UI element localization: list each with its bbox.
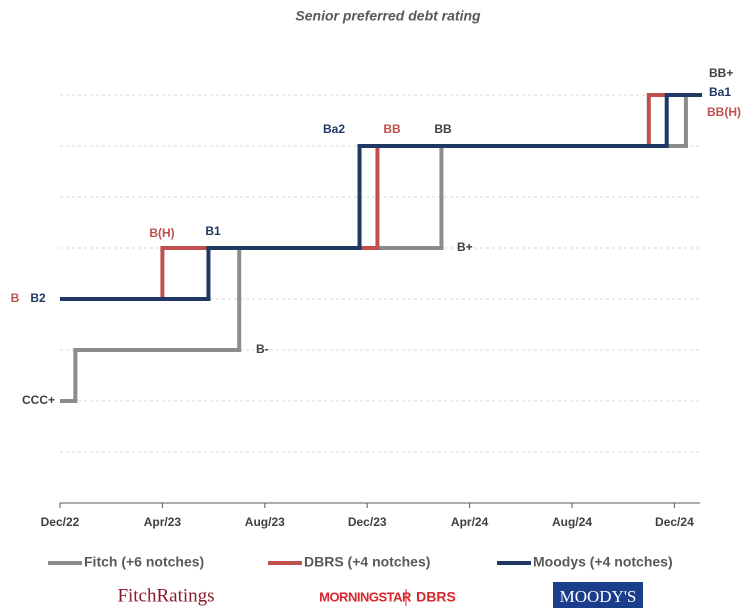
rating-label: B- (256, 342, 269, 356)
rating-label: B+ (457, 240, 473, 254)
x-tick-label: Aug/23 (245, 515, 285, 529)
legend-label: DBRS (+4 notches) (304, 554, 430, 570)
rating-label: BB (383, 122, 401, 136)
x-tick-label: Dec/23 (348, 515, 387, 529)
logo: MORNINGSTAR (319, 589, 412, 604)
legend-label: Moodys (+4 notches) (533, 554, 673, 570)
rating-label: B(H) (149, 226, 174, 240)
logo: DBRS (416, 589, 456, 605)
logo: MOODY'S (560, 587, 637, 606)
rating-label: B2 (30, 291, 46, 305)
legend-label: Fitch (+6 notches) (84, 554, 204, 570)
x-tick-label: Dec/24 (655, 515, 694, 529)
rating-label: Ba2 (323, 122, 345, 136)
rating-label: B1 (205, 224, 221, 238)
rating-label: BB+ (709, 66, 733, 80)
x-tick-label: Aug/24 (552, 515, 592, 529)
rating-label: BB(H) (707, 105, 741, 119)
logo-box (553, 582, 643, 608)
x-tick-label: Apr/23 (144, 515, 182, 529)
rating-label: CCC+ (22, 393, 55, 407)
chart-title: Senior preferred debt rating (295, 8, 481, 24)
x-tick-label: Apr/24 (451, 515, 489, 529)
rating-label: Ba1 (709, 85, 731, 99)
rating-label: BB (434, 122, 452, 136)
logo: FitchRatings (117, 585, 214, 606)
rating-label: B (11, 291, 20, 305)
x-tick-label: Dec/22 (41, 515, 80, 529)
